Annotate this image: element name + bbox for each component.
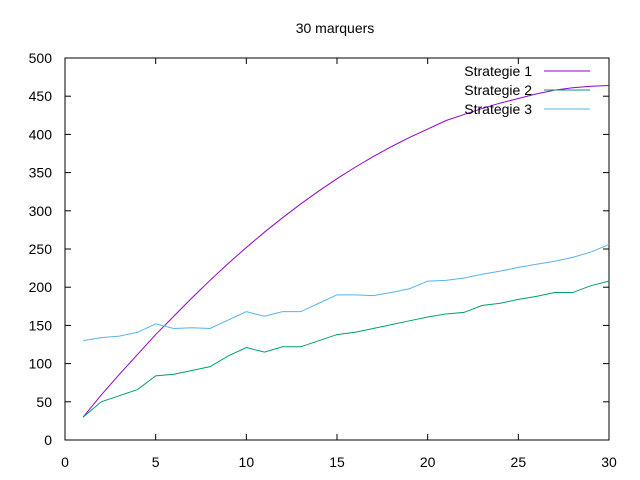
y-tick-label: 450 <box>29 88 53 104</box>
legend-label-2: Strategie 2 <box>464 82 532 98</box>
series-line-3 <box>83 243 610 342</box>
legend-label-1: Strategie 1 <box>464 63 532 79</box>
x-tick-label: 30 <box>601 454 617 470</box>
series-line-1 <box>82 85 610 418</box>
x-tick-label: 20 <box>420 454 436 470</box>
chart-title: 30 marquers <box>296 20 375 36</box>
y-tick-label: 250 <box>29 241 53 257</box>
y-tick-label: 50 <box>36 394 52 410</box>
y-tick-label: 350 <box>29 165 53 181</box>
legend: Strategie 1 Strategie 2 Strategie 3 <box>464 63 590 117</box>
y-tick-label: 400 <box>29 126 53 142</box>
y-tick-label: 500 <box>29 50 53 66</box>
x-tick-label: 5 <box>152 454 160 470</box>
y-tick-label: 150 <box>29 317 53 333</box>
series-lines <box>82 85 610 418</box>
y-tick-label: 100 <box>29 356 53 372</box>
x-tick-label: 0 <box>61 454 69 470</box>
legend-label-3: Strategie 3 <box>464 101 532 117</box>
y-tick-label: 0 <box>44 432 52 448</box>
y-tick-label: 300 <box>29 203 53 219</box>
series-line-2 <box>82 280 610 418</box>
y-tick-label: 200 <box>29 279 53 295</box>
x-tick-label: 25 <box>511 454 527 470</box>
x-tick-label: 10 <box>239 454 255 470</box>
x-tick-label: 15 <box>329 454 345 470</box>
axis-ticks: 0 50 100 150 200 250 300 350 400 450 500 0 5 10 15 20 25… <box>29 50 617 470</box>
